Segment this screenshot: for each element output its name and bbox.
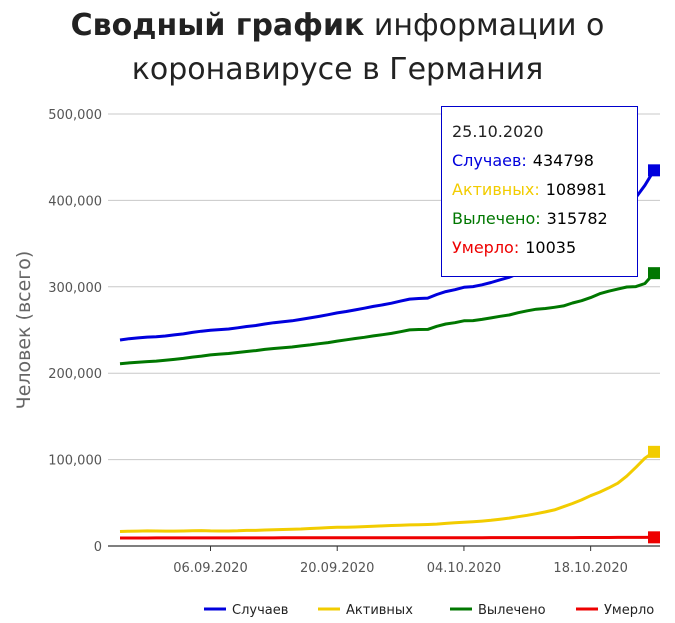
y-tick-label: 400,000 (48, 194, 102, 209)
tooltip-value: 108981 (545, 180, 607, 199)
tooltip-date: 25.10.2020 (452, 122, 544, 141)
x-tick-label: 20.09.2020 (300, 561, 374, 576)
tooltip-label: Активных: (452, 180, 540, 199)
tooltip-row: Умерло: 10035 (452, 233, 627, 262)
tooltip-row: Случаев: 434798 (452, 146, 627, 175)
series-end-marker[interactable] (648, 531, 660, 544)
tooltip-row: Активных: 108981 (452, 175, 627, 204)
tooltip-label: Случаев: (452, 151, 527, 170)
chart-tooltip: 25.10.2020 Случаев: 434798 Активных: 108981… (441, 106, 638, 277)
chart-title-rest: информации о коронавирусе в Германия (131, 8, 605, 87)
chart-title: Сводный график информации о коронавирусе… (0, 4, 675, 92)
series-line[interactable] (119, 450, 655, 533)
y-tick-label: 300,000 (48, 281, 102, 296)
tooltip-row: Вылечено: 315782 (452, 204, 627, 233)
chart-title-bold: Сводный график (70, 8, 365, 43)
tooltip-value: 10035 (525, 238, 577, 257)
axis-layer: 0 100,000 200,000 300,000 400,000 500,000 06.0… (48, 108, 628, 576)
y-tick-label: 200,000 (48, 367, 102, 382)
y-tick-label: 500,000 (48, 108, 102, 123)
x-tick-label: 04.10.2020 (427, 561, 501, 576)
tooltip-value: 315782 (546, 209, 608, 228)
series-line[interactable] (120, 535, 655, 540)
tooltip-value: 434798 (532, 151, 594, 170)
tooltip-label: Вылечено: (452, 209, 541, 228)
marker-layer (648, 164, 660, 544)
legend[interactable]: Случаев Активных Вылечено Умерло (204, 603, 654, 618)
y-tick-label: 0 (94, 540, 102, 555)
tooltip-rows: Случаев: 434798 Активных: 108981 Вылечено: 31… (452, 146, 627, 262)
tooltip-label: Умерло: (452, 238, 520, 257)
y-axis-label: Человек (всего) (13, 251, 35, 410)
legend-item[interactable]: Вылечено (478, 603, 546, 618)
x-tick-label: 06.09.2020 (173, 561, 247, 576)
series-end-marker[interactable] (648, 445, 660, 458)
x-tick-label: 18.10.2020 (553, 561, 627, 576)
series-end-marker[interactable] (648, 164, 660, 177)
legend-item[interactable]: Умерло (604, 603, 654, 618)
y-tick-label: 100,000 (48, 454, 102, 469)
series-end-marker[interactable] (648, 267, 660, 280)
legend-item[interactable]: Случаев (232, 603, 288, 618)
legend-item[interactable]: Активных (346, 603, 413, 618)
series-line[interactable] (119, 272, 656, 366)
